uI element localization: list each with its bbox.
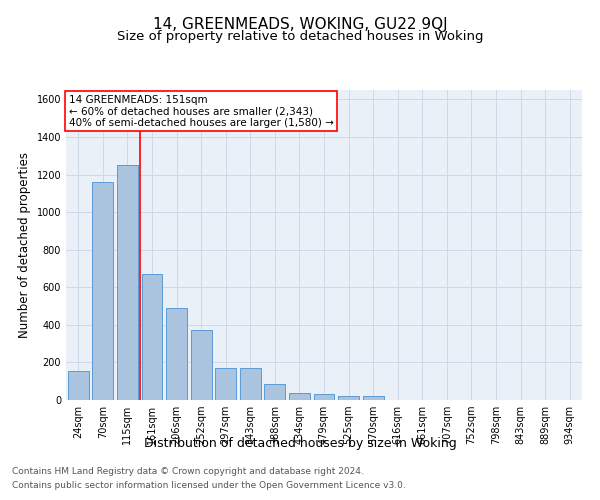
Bar (142, 274, 163, 400)
Bar (338, 396, 359, 400)
Bar (117, 165, 138, 400)
Bar (289, 394, 310, 400)
Bar (92, 182, 113, 400)
Bar (68, 371, 89, 400)
Text: Contains HM Land Registry data © Crown copyright and database right 2024.: Contains HM Land Registry data © Crown c… (12, 467, 364, 476)
Bar (215, 368, 236, 400)
Text: Contains public sector information licensed under the Open Government Licence v3: Contains public sector information licen… (12, 481, 406, 490)
Bar (166, 308, 187, 400)
Bar (314, 394, 334, 400)
Bar (362, 396, 383, 400)
Text: Size of property relative to detached houses in Woking: Size of property relative to detached ho… (117, 30, 483, 43)
Text: 14, GREENMEADS, WOKING, GU22 9QJ: 14, GREENMEADS, WOKING, GU22 9QJ (152, 18, 448, 32)
Text: 14 GREENMEADS: 151sqm
← 60% of detached houses are smaller (2,343)
40% of semi-d: 14 GREENMEADS: 151sqm ← 60% of detached … (68, 94, 334, 128)
Y-axis label: Number of detached properties: Number of detached properties (18, 152, 31, 338)
Bar (240, 368, 261, 400)
Text: Distribution of detached houses by size in Woking: Distribution of detached houses by size … (143, 438, 457, 450)
Bar (265, 384, 286, 400)
Bar (191, 330, 212, 400)
